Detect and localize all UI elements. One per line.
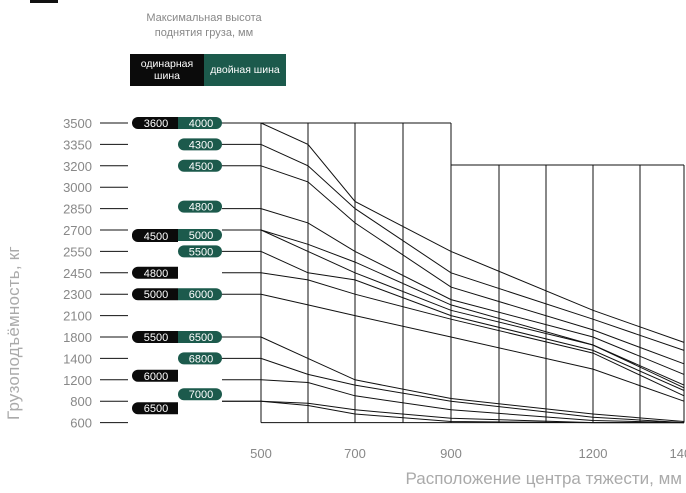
y-tick-label: 2700 — [63, 223, 92, 238]
x-tick-label: 1200 — [579, 446, 608, 461]
y-tick-label: 3000 — [63, 180, 92, 195]
series-line — [260, 400, 684, 424]
y-tick-label: 3500 — [63, 116, 92, 131]
y-tick-label: 800 — [70, 394, 92, 409]
series-line — [260, 143, 685, 351]
pill-double — [178, 245, 222, 258]
y-tick-label: 3350 — [63, 137, 92, 152]
y-tick-label: 2300 — [63, 287, 92, 302]
series-line — [260, 293, 685, 402]
pill-single-label: 5500 — [144, 332, 168, 344]
x-axis-title: Расположение центра тяжести, мм — [405, 469, 682, 488]
pill-double — [178, 117, 222, 129]
pill-double-label: 7000 — [189, 389, 213, 401]
y-tick-label: 1800 — [63, 330, 92, 345]
pill-double — [178, 352, 222, 365]
y-tick-label: 600 — [70, 416, 92, 431]
pill-single-label: 4800 — [144, 268, 168, 280]
pill-single — [132, 369, 178, 382]
pill-double-label: 4300 — [189, 139, 213, 151]
pill-single-label: 4500 — [144, 231, 168, 243]
pill-double-label: 6000 — [189, 289, 213, 301]
x-tick-label: 900 — [440, 446, 462, 461]
legend-title-line2: поднятия груза, мм — [154, 27, 254, 39]
pill-double-label: 5000 — [189, 230, 213, 242]
y-tick-label: 1200 — [63, 373, 92, 388]
pill-double — [178, 288, 222, 301]
pill-single — [132, 288, 178, 301]
series-line — [260, 165, 685, 365]
series-line — [260, 208, 685, 375]
pill-single — [132, 230, 178, 242]
y-tick-label: 2550 — [63, 244, 92, 259]
pill-single-label: 6500 — [144, 403, 168, 415]
y-tick-label: 2450 — [63, 266, 92, 281]
x-tick-label: 700 — [344, 446, 366, 461]
series-line — [260, 336, 685, 422]
pill-double-label: 4500 — [189, 161, 213, 173]
legend-title-line1: Максимальная высота — [146, 12, 262, 24]
series-line — [260, 272, 685, 397]
pill-single-label: 5000 — [144, 289, 168, 301]
pill-double — [178, 229, 222, 241]
pill-single — [132, 402, 178, 415]
legend-single-tire: одинарная шина — [130, 54, 204, 86]
pill-double — [178, 159, 222, 172]
pill-double — [178, 388, 222, 401]
series-line — [260, 250, 685, 391]
pill-double-label: 5500 — [189, 246, 213, 258]
pill-double-label: 4800 — [189, 202, 213, 214]
series-line — [260, 122, 685, 343]
top-tab-marker — [30, 0, 58, 3]
legend-title: Максимальная высота поднятия груза, мм — [118, 11, 290, 41]
series-line — [260, 379, 685, 424]
x-tick-label: 1400 — [670, 446, 686, 461]
series-line — [260, 357, 685, 424]
y-tick-label: 2850 — [63, 202, 92, 217]
x-tick-label: 500 — [250, 446, 272, 461]
pill-single — [132, 266, 178, 279]
pill-double — [178, 138, 222, 151]
pill-double-label: 4000 — [189, 118, 213, 130]
pill-double-label: 6800 — [189, 353, 213, 365]
y-tick-label: 1400 — [63, 351, 92, 366]
pill-double-label: 6500 — [189, 332, 213, 344]
pill-single — [132, 117, 178, 129]
pill-single-label: 3600 — [144, 118, 168, 130]
pill-single — [132, 331, 178, 343]
pill-double — [178, 331, 222, 343]
legend-double-tire: двойная шина — [204, 54, 286, 86]
y-tick-label: 3200 — [63, 159, 92, 174]
pill-single-label: 6000 — [144, 371, 168, 383]
y-axis-title: Грузоподъёмность, кг — [4, 246, 23, 420]
y-tick-label: 2100 — [63, 309, 92, 324]
series-line — [260, 229, 685, 386]
pill-double — [178, 200, 222, 213]
